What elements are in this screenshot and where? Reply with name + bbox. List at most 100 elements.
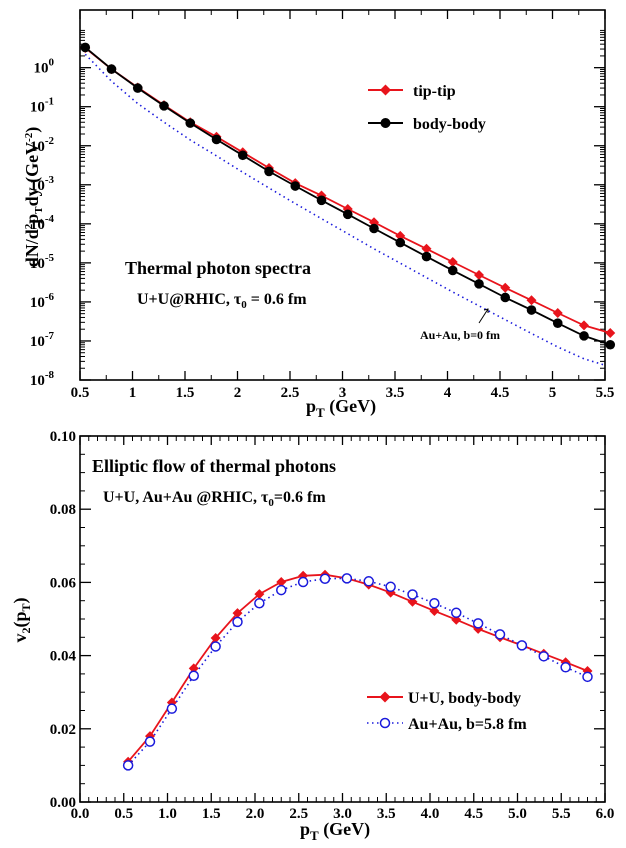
spectra-y-tick-label: 10-5: [30, 252, 55, 272]
spectra-point-circle: [80, 42, 91, 53]
spectra-x-tick-label: 3.5: [386, 385, 405, 401]
flow-point-open-circle: [254, 598, 265, 609]
flow-point-open-circle: [560, 662, 571, 673]
spectra-y-tick-label: 10-8: [30, 369, 55, 389]
spectra-point-circle: [605, 339, 616, 350]
spectra-point-circle: [342, 209, 353, 220]
flow-x-axis-label: pT (GeV): [300, 819, 370, 843]
flow-point-open-circle: [122, 760, 134, 771]
flow-y-tick-label: 0.08: [50, 502, 76, 518]
flow-point-open-circle: [451, 607, 462, 619]
flow-point-open-circle: [472, 618, 484, 629]
spectra-point-circle: [500, 292, 511, 303]
flow-point-diamond: [232, 608, 243, 619]
flow-point-open-circle: [582, 671, 593, 683]
flow-system-main: U+U, Au+Au @RHIC, τ: [103, 489, 269, 506]
flow-y-axis-label: v2(pT): [10, 597, 33, 642]
flow-annotation-system: U+U, Au+Au @RHIC, τ0=0.6 fm: [103, 489, 326, 509]
flow-point-open-circle: [276, 584, 287, 596]
spectra-x-tick-label: 4.5: [491, 385, 510, 401]
flow-x-tick-label: 1.0: [158, 806, 177, 822]
flow-series-line-0: [127, 573, 588, 763]
auau-curve-label: Au+Au, b=0 fm: [420, 328, 500, 342]
spectra-point-diamond: [421, 243, 432, 254]
flow-point-diamond: [407, 596, 418, 607]
legend-label-tip-tip: tip-tip: [413, 83, 456, 100]
flow-x-tick-label: 1.5: [202, 806, 221, 822]
spectra-legend: tip-tip body-body: [368, 83, 486, 133]
flow-x-tick-label: 0.5: [114, 806, 133, 822]
flow-point-open-circle: [166, 703, 178, 714]
spectra-x-tick-label: 4: [444, 385, 452, 401]
spectra-point-circle: [369, 223, 379, 234]
flow-x-label-rest: (GeV): [319, 819, 370, 840]
flow-y-tick-label: 0.04: [50, 649, 77, 665]
flow-x-tick-label: 6.0: [596, 806, 615, 822]
spectra-y-tick-label: 10-3: [30, 174, 55, 194]
spectra-point-circle: [106, 64, 117, 74]
spectra-point-circle: [421, 251, 432, 262]
flow-y-label-rest1: (p: [10, 612, 31, 628]
spectra-y-label-sub1: T: [33, 206, 45, 214]
spectra-y-label-p1: dN/d: [22, 229, 42, 267]
spectra-y-label-p3: dy (GeV: [22, 142, 43, 207]
spectra-point-circle: [290, 181, 301, 191]
spectra-point-circle: [132, 83, 143, 93]
flow-x-tick-label: 4.5: [464, 806, 483, 822]
spectra-plot-frame: [79, 9, 606, 381]
spectra-point-circle: [526, 305, 537, 315]
spectra-point-circle: [579, 331, 589, 341]
flow-x-tick-label: 5.5: [552, 806, 571, 822]
flow-annotation-title: Elliptic flow of thermal photons: [92, 456, 336, 476]
spectra-point-diamond: [500, 282, 511, 293]
flow-panel: 0.0 0.5 1.0 1.5 2.0 2.5 3.0 3.5 4.0 4.5 5.0 5.5 6.0 0…: [10, 429, 614, 843]
spectra-system-sub: 0: [241, 299, 247, 311]
spectra-x-tick-label: 3: [339, 385, 347, 401]
spectra-x-tick-label: 1: [129, 385, 137, 401]
flow-point-open-circle: [232, 616, 243, 628]
spectra-point-circle: [159, 101, 169, 111]
spectra-point-circle: [395, 237, 406, 248]
flow-y-label-rest2: ): [10, 597, 31, 603]
spectra-panel: 0.5 1 1.5 2 2.5 3 3.5 4 4.5 5 5.5 10-8 10-7 10-6 10-5 1…: [22, 9, 616, 420]
spectra-point-circle: [211, 134, 222, 145]
flow-point-open-circle: [385, 581, 396, 593]
flow-y-tick-label: 0.10: [50, 429, 76, 445]
flow-point-diamond: [188, 663, 199, 674]
spectra-point-diamond: [526, 295, 537, 306]
flow-y-tick-label: 0.06: [50, 575, 77, 591]
spectra-point-circle: [316, 195, 327, 206]
flow-point-diamond: [210, 633, 221, 644]
spectra-series: [80, 42, 616, 366]
spectra-x-tick-label: 2.5: [281, 385, 300, 401]
spectra-x-tick-label: 5: [549, 385, 557, 401]
spectra-x-tick-label: 0.5: [71, 385, 90, 401]
auau-arrow: [478, 308, 489, 324]
flow-y-tick-label: 0.02: [50, 722, 76, 738]
spectra-y-label-p4: ): [22, 127, 43, 133]
legend-label-auau-b58: Au+Au, b=5.8 fm: [408, 716, 527, 733]
flow-point-diamond: [429, 605, 440, 616]
spectra-axes: 0.5 1 1.5 2 2.5 3 3.5 4 4.5 5 5.5 10-8 10-7 10-6 10-5 1…: [30, 10, 614, 401]
flow-x-label-sub: T: [310, 828, 319, 843]
flow-point-diamond: [276, 577, 287, 588]
flow-legend: U+U, body-body Au+Au, b=5.8 fm: [367, 690, 527, 733]
spectra-point-circle: [185, 118, 196, 128]
spectra-x-label-sub: T: [316, 405, 325, 420]
spectra-x-tick-label: 1.5: [176, 385, 195, 401]
flow-point-open-circle: [188, 670, 199, 681]
flow-axes: 0.0 0.5 1.0 1.5 2.0 2.5 3.0 3.5 4.0 4.5 5.0 5.5 6.0 0…: [50, 429, 615, 822]
legend-marker-tip-tip: [380, 84, 391, 96]
flow-x-tick-label: 2.0: [246, 806, 265, 822]
flow-point-open-circle: [144, 736, 156, 747]
legend-label-body-body: body-body: [413, 116, 486, 133]
flow-x-label-main: p: [300, 819, 310, 839]
flow-point-open-circle: [210, 641, 221, 652]
flow-x-tick-label: 0.0: [71, 806, 90, 822]
spectra-point-diamond: [552, 308, 563, 319]
spectra-annotation-system: U+U@RHIC, τ0 = 0.6 fm: [137, 291, 307, 311]
spectra-point-circle: [474, 279, 484, 289]
spectra-y-tick-label: 10-6: [30, 291, 55, 311]
spectra-point-diamond: [579, 320, 589, 331]
